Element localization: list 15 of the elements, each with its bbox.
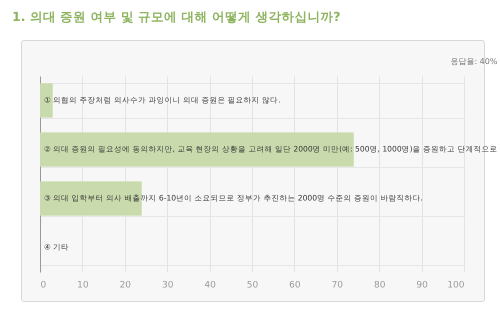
x-tick-label: 40 (204, 280, 216, 290)
x-tick-label: 90 (416, 280, 428, 290)
x-tick-label: 20 (120, 280, 132, 290)
x-tick-label: 100 (447, 280, 465, 290)
x-tick-label: 60 (289, 280, 301, 290)
x-tick-label: 50 (246, 280, 258, 290)
x-tick-label: 0 (40, 280, 46, 290)
bar (40, 132, 354, 167)
x-tick-label: 80 (374, 280, 386, 290)
x-tick-label: 70 (332, 280, 344, 290)
x-tick-label: 30 (162, 280, 174, 290)
bar (40, 83, 53, 118)
chart-title: 1. 의대 증원 여부 및 규모에 대해 어떻게 생각하십니까? (12, 9, 341, 26)
text: 응답율: 40% (450, 57, 498, 66)
x-tick-label: 10 (77, 280, 89, 290)
